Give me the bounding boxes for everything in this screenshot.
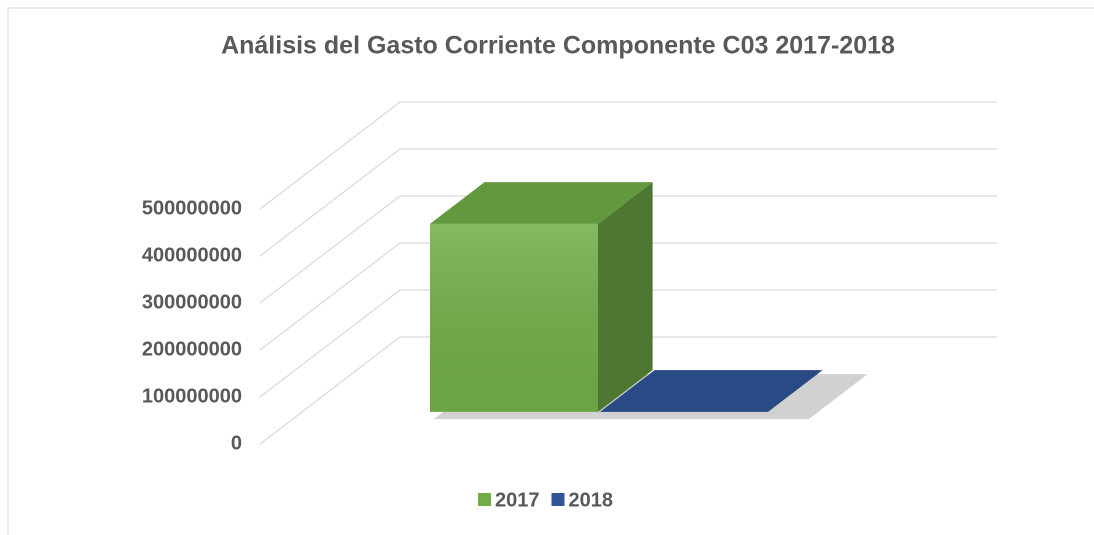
y-tick-label: 500000000: [142, 197, 242, 219]
legend-label: 2017: [495, 489, 540, 511]
y-tick-label: 0: [231, 432, 242, 454]
grid-line: [259, 336, 401, 445]
y-tick-label: 300000000: [142, 291, 242, 313]
y-tick-label: 400000000: [142, 244, 242, 266]
grid-line: [259, 242, 401, 351]
grid-line: [259, 195, 401, 304]
bar-top-shade: [600, 370, 823, 412]
legend-label: 2018: [569, 489, 614, 511]
legend-swatch: [478, 493, 491, 506]
bar-top: [600, 370, 823, 412]
grid-line: [259, 289, 401, 398]
y-tick-label: 200000000: [142, 338, 242, 360]
chart-title: Análisis del Gasto Corriente Componente …: [221, 32, 895, 60]
grid-line: [259, 101, 401, 210]
bar-side-shade: [598, 182, 653, 412]
bar-top: [430, 182, 653, 224]
y-tick-label: 100000000: [142, 385, 242, 407]
grid-line: [259, 148, 401, 257]
legend-swatch: [551, 493, 565, 506]
bar-side: [598, 182, 653, 412]
bar-top-shade: [430, 182, 653, 224]
bar-front-shine: [430, 223, 598, 412]
chart-border: [7, 7, 1094, 535]
